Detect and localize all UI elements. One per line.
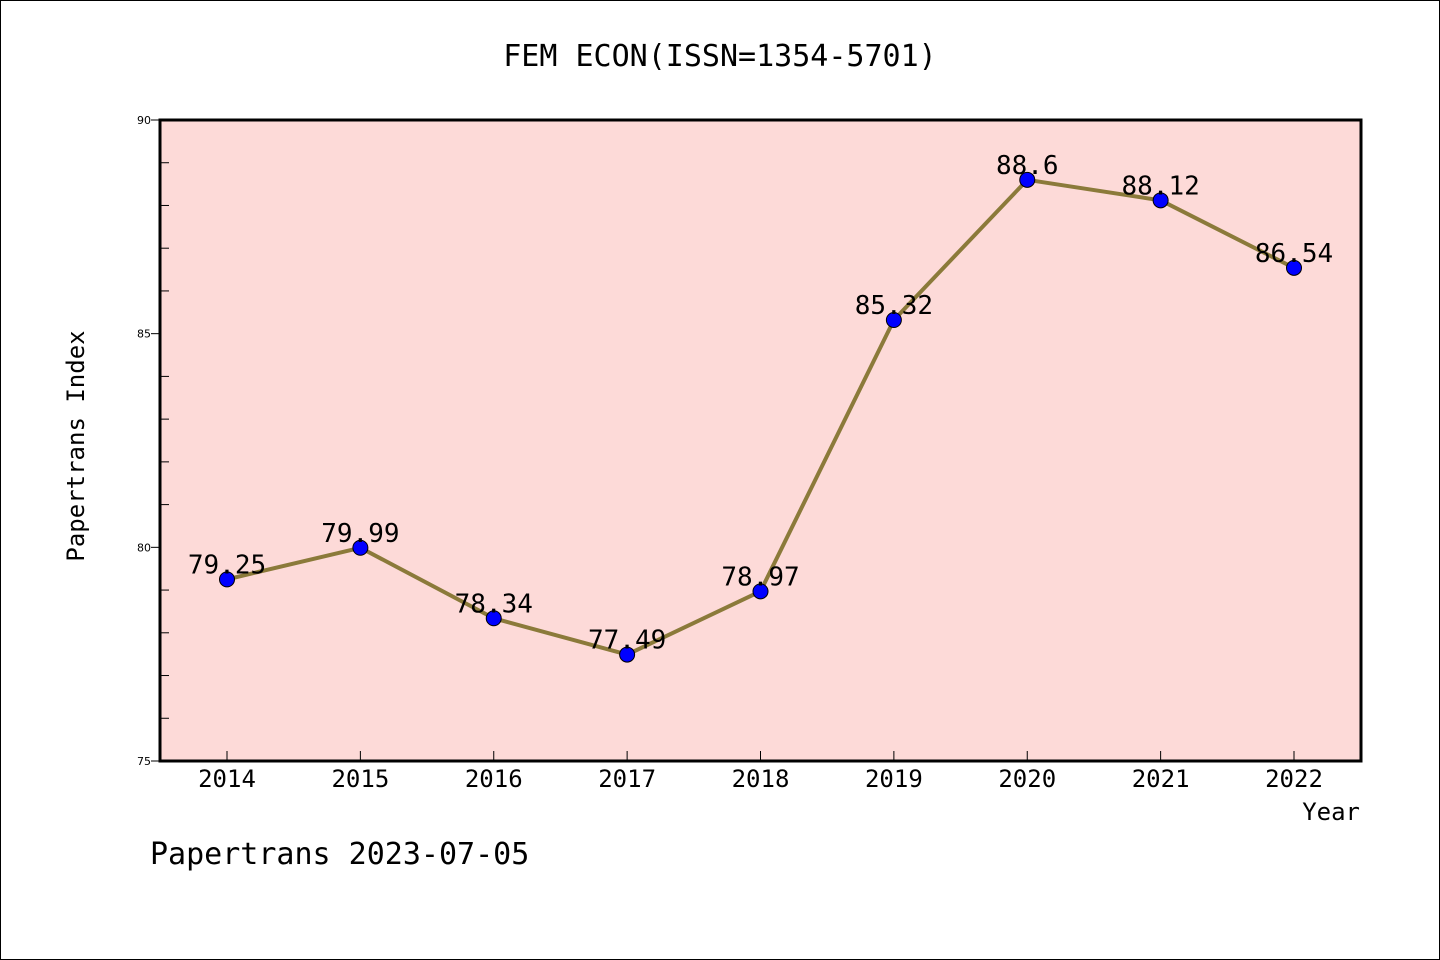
data-label: 78.97 <box>721 562 799 592</box>
y-tick-label: 75 <box>137 755 151 768</box>
data-point <box>1019 171 1036 188</box>
x-tick-label: 2018 <box>732 765 790 793</box>
x-tick-label: 2015 <box>331 765 389 793</box>
y-axis-label: Papertrans Index <box>62 330 90 561</box>
data-label: 86.54 <box>1255 239 1333 269</box>
x-tick-label: 2017 <box>598 765 656 793</box>
x-tick-label: 2014 <box>198 765 256 793</box>
plot-area <box>158 118 1363 763</box>
data-label: 85.32 <box>855 291 933 321</box>
x-axis-label: Year <box>1302 798 1360 826</box>
y-tick-label: 85 <box>137 328 151 341</box>
data-point <box>752 583 769 600</box>
data-point <box>219 571 235 588</box>
data-label: 79.25 <box>188 550 266 580</box>
data-labels: 79.25 79.99 78.34 77.49 78.97 85.32 88.6 88.12 8… <box>188 151 1333 656</box>
x-tick-label: 2019 <box>865 765 923 793</box>
data-label: 78.34 <box>455 589 533 619</box>
data-label: 88.12 <box>1121 171 1199 201</box>
footer-credit: Papertrans 2023-07-05 <box>150 837 529 872</box>
y-tick-label: 90 <box>137 114 151 127</box>
y-tick-label: 80 <box>137 541 151 554</box>
data-point <box>885 311 902 328</box>
x-axis: 2014 2015 2016 2017 2018 2019 2020 2021 2022 <box>198 751 1323 793</box>
data-label: 79.99 <box>321 519 399 549</box>
data-point <box>485 610 502 627</box>
data-point <box>619 646 636 663</box>
x-tick-label: 2022 <box>1265 765 1323 793</box>
x-tick-label: 2016 <box>465 765 523 793</box>
data-point <box>1286 259 1302 276</box>
data-point <box>352 539 369 556</box>
data-markers <box>219 171 1302 663</box>
data-point <box>1152 192 1169 209</box>
data-label: 77.49 <box>588 626 666 656</box>
chart-title: FEM ECON(ISSN=1354-5701) <box>503 39 936 74</box>
y-axis: 75 80 85 90 <box>137 114 169 768</box>
x-tick-label: 2021 <box>1132 765 1190 793</box>
data-label: 88.6 <box>996 151 1059 181</box>
x-tick-label: 2020 <box>998 765 1056 793</box>
